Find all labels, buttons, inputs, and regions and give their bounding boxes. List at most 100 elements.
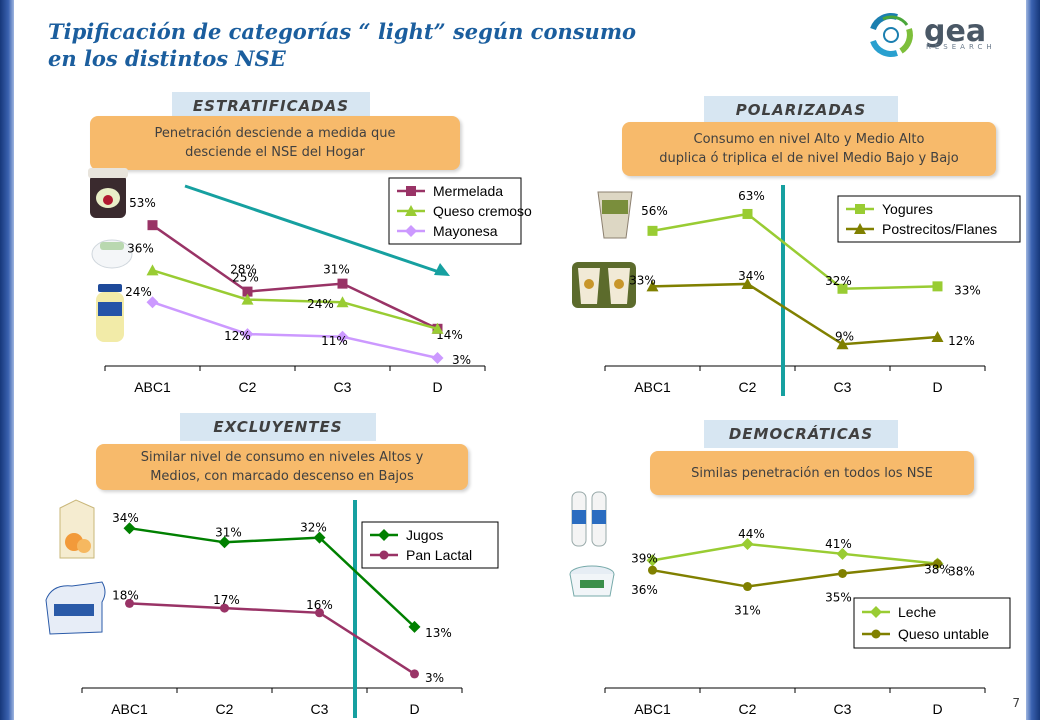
data-label: 12% xyxy=(224,329,251,343)
legend-label: Jugos xyxy=(406,527,443,543)
series-line-1 xyxy=(151,224,439,330)
data-point xyxy=(932,281,943,292)
x-tick-label: C2 xyxy=(216,701,234,717)
data-label: 38% xyxy=(948,565,975,579)
x-tick-label: ABC1 xyxy=(634,379,671,395)
data-label: 33% xyxy=(954,283,981,297)
x-tick-label: D xyxy=(409,701,419,717)
data-label: 44% xyxy=(738,527,765,541)
x-tick-label: ABC1 xyxy=(134,379,171,395)
x-tick-label: C2 xyxy=(739,379,757,395)
cream-cheese-image xyxy=(91,239,133,269)
category-polarizadas: POLARIZADAS xyxy=(704,96,898,124)
series-line-1 xyxy=(652,212,938,291)
legend-marker xyxy=(854,223,866,234)
data-point xyxy=(647,225,658,236)
data-label: 17% xyxy=(213,593,240,607)
data-point xyxy=(313,531,326,544)
data-point xyxy=(646,554,659,567)
trend-arrow xyxy=(184,184,443,275)
note-line: duplica ó triplica el de nivel Medio Baj… xyxy=(659,151,959,166)
yogurt-cup-image xyxy=(597,191,633,239)
legend-marker xyxy=(870,606,882,618)
spreadable-cheese-image xyxy=(569,565,615,597)
data-label: 24% xyxy=(125,285,152,299)
data-point xyxy=(838,568,847,578)
data-point xyxy=(836,338,849,350)
data-point xyxy=(741,277,754,289)
data-point xyxy=(646,280,659,292)
data-point xyxy=(315,608,324,618)
data-point xyxy=(741,538,754,550)
data-label: 34% xyxy=(738,269,765,283)
gea-logo: gea xyxy=(870,13,986,57)
series-line-1 xyxy=(652,542,938,565)
dessert-cups-image xyxy=(572,262,636,308)
data-label: 24% xyxy=(307,297,334,311)
x-tick-label: D xyxy=(932,379,942,395)
note-democraticas: Similas penetración en todos los NSE xyxy=(650,451,974,495)
data-label: 34% xyxy=(112,511,139,525)
series-line-1 xyxy=(129,526,416,628)
x-tick-label: C3 xyxy=(311,701,329,717)
legend-label: Postrecitos/Flanes xyxy=(882,221,997,237)
data-point xyxy=(648,565,657,575)
legend-label: Queso untable xyxy=(898,626,989,642)
x-tick-label: D xyxy=(932,701,942,717)
legend-label: Mayonesa xyxy=(433,223,498,239)
category-excluyentes: EXCLUYENTES xyxy=(180,413,376,441)
legend-label: Leche xyxy=(898,604,936,620)
chart-2: ABC1 C2 C3 D 56% 63% 32% 33% 33% 34% 9% 12% Yogures P… xyxy=(604,185,1021,396)
data-label: 18% xyxy=(112,588,139,602)
note-line: Similas penetración en todos los NSE xyxy=(691,465,933,481)
data-point xyxy=(837,283,848,294)
data-label: 31% xyxy=(734,604,761,618)
series-line-2 xyxy=(652,282,938,346)
legend-label: Pan Lactal xyxy=(406,547,472,563)
data-label: 31% xyxy=(323,263,350,277)
series-line-2 xyxy=(652,562,938,588)
data-point xyxy=(431,322,444,334)
data-point xyxy=(125,598,134,608)
data-label: 28% xyxy=(230,263,257,277)
left-decor-bar xyxy=(0,0,14,720)
legend-label: Mermelada xyxy=(433,183,503,199)
note-line: Consumo en nivel Alto y Medio Alto xyxy=(693,132,925,147)
data-label: 38% xyxy=(924,563,951,577)
page-title: Tipificación de categorías “ light” segú… xyxy=(48,18,688,72)
data-label: 25% xyxy=(232,271,259,285)
data-label: 39% xyxy=(631,551,658,565)
mayonnaise-image xyxy=(96,284,124,342)
logo-subtext: RESEARCH xyxy=(926,43,996,51)
data-label: 32% xyxy=(825,274,852,288)
data-point xyxy=(146,264,159,276)
note-line: desciende el NSE del Hogar xyxy=(185,145,365,160)
legend-marker xyxy=(405,225,417,237)
data-point xyxy=(337,278,348,289)
data-point xyxy=(123,522,136,535)
right-decor-bar xyxy=(1026,0,1040,720)
data-point xyxy=(146,296,159,309)
data-point xyxy=(220,603,229,613)
note-line: Medios, con marcado descenso en Bajos xyxy=(150,469,414,484)
category-estratificadas: ESTRATIFICADAS xyxy=(172,92,370,120)
x-tick-label: C2 xyxy=(239,379,257,395)
data-point xyxy=(336,296,349,308)
series-line-2 xyxy=(152,269,438,331)
data-label: 13% xyxy=(425,626,452,640)
data-label: 53% xyxy=(129,196,156,210)
x-tick-label: ABC1 xyxy=(111,701,148,717)
x-tick-label: C2 xyxy=(739,701,757,717)
legend-marker xyxy=(406,186,416,196)
title-line-2: en los distintos NSE xyxy=(48,46,286,71)
chart-4: ABC1 C2 C3 D 39% 44% 41% 38% 36% 31% 35% 38% Leche Qu… xyxy=(604,527,1011,717)
legend-marker xyxy=(405,205,417,216)
data-point xyxy=(836,547,849,560)
jam-jar-image xyxy=(88,168,128,218)
data-point xyxy=(408,620,421,633)
data-label: 14% xyxy=(436,328,463,342)
data-point xyxy=(218,536,231,549)
data-point xyxy=(242,286,253,297)
note-excluyentes: Similar nivel de consumo en niveles Alto… xyxy=(96,444,468,490)
data-point xyxy=(241,328,254,341)
